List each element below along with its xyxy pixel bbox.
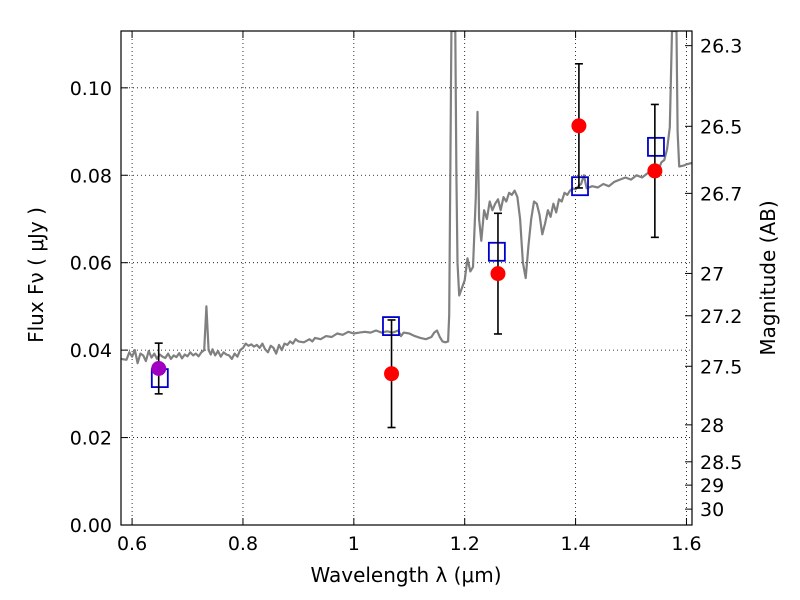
x-axis-label: Wavelength λ (μm) — [310, 563, 501, 587]
observed-point — [490, 266, 506, 282]
y2-tick-label: 28 — [700, 415, 724, 437]
observed-point — [384, 366, 400, 382]
y-tick-label: 0.06 — [70, 253, 112, 275]
x-tick-label: 0.8 — [228, 533, 258, 555]
y2-tick-label: 26.7 — [700, 183, 742, 205]
x-tick-label: 1.2 — [450, 533, 480, 555]
y-axis-label: Flux Fν ( μJy ) — [24, 207, 48, 343]
y-tick-label: 0.08 — [70, 165, 112, 187]
model-square-marker — [571, 176, 589, 197]
y2-tick-label: 27.2 — [700, 306, 742, 328]
y2-tick-label: 26.3 — [700, 36, 742, 58]
y-tick-label: 0.04 — [70, 340, 112, 362]
model-square-marker — [487, 241, 506, 262]
y2-tick-label: 29 — [700, 475, 724, 497]
grid — [121, 31, 692, 526]
axis-ticks: 0.6 0.8 1 1.2 1.4 1.6 0.00 0.02 0.04 0.06 0.08 0.10… — [70, 31, 742, 555]
y2-tick-label: 28.5 — [700, 452, 742, 474]
y-tick-label: 0.00 — [70, 515, 112, 537]
x-tick-label: 0.6 — [117, 533, 147, 555]
y2-tick-label: 26.5 — [700, 116, 742, 138]
y2-tick-label: 27.5 — [700, 356, 742, 378]
y-tick-label: 0.10 — [70, 78, 112, 100]
y2-axis-label: Magnitude (AB) — [756, 200, 780, 355]
observed-point — [571, 118, 587, 134]
plot-frame — [120, 30, 693, 526]
observed-point — [647, 163, 663, 179]
spectrum-line — [121, 31, 692, 365]
x-tick-label: 1.6 — [671, 533, 701, 555]
y2-tick-label: 27 — [700, 263, 724, 285]
model-square-marker — [647, 136, 665, 157]
observed-point — [151, 360, 167, 376]
y-tick-label: 0.02 — [70, 428, 112, 450]
x-tick-label: 1.4 — [560, 533, 590, 555]
y2-tick-label: 30 — [700, 499, 724, 521]
x-tick-label: 1 — [348, 533, 360, 555]
plot-area — [121, 31, 692, 429]
